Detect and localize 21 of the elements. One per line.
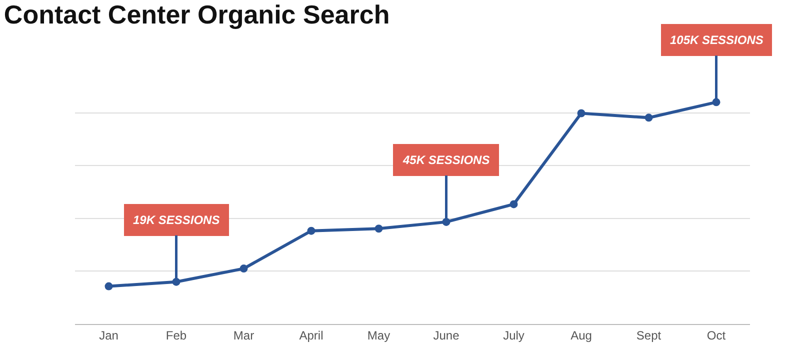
- point: [644, 114, 653, 122]
- x-tick-label: June: [433, 328, 460, 342]
- point: [240, 264, 248, 273]
- x-tick-label: Oct: [706, 328, 726, 342]
- point: [577, 109, 586, 118]
- x-tick-label: Mar: [233, 328, 254, 342]
- annotation: 45K SESSIONS: [402, 153, 490, 167]
- chart-title: Contact Center Organic Search: [4, 0, 390, 30]
- point: [510, 200, 518, 208]
- point: [374, 224, 383, 233]
- annotation: 19K SESSIONS: [133, 213, 220, 227]
- x-tick-label: May: [367, 328, 390, 342]
- x-tick-label: Jan: [99, 328, 118, 342]
- x-tick-label: Sept: [636, 328, 662, 342]
- point: [104, 282, 113, 290]
- x-tick-label: April: [299, 328, 324, 342]
- point: [307, 226, 316, 235]
- x-tick-label: Aug: [570, 328, 592, 342]
- annotation: 105K SESSIONS: [670, 33, 764, 47]
- x-tick-label: July: [503, 328, 524, 342]
- x-tick-label: Feb: [166, 328, 187, 342]
